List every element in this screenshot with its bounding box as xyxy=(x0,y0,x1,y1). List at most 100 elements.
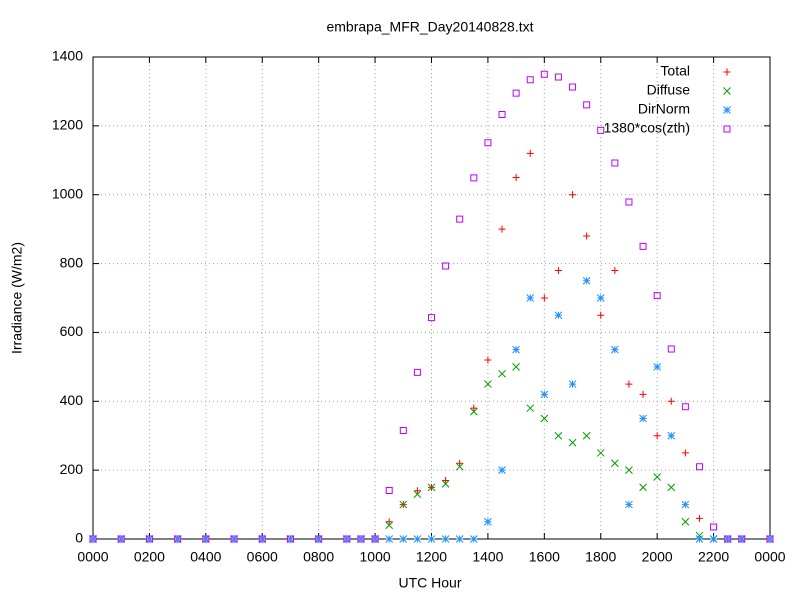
point xyxy=(569,83,577,91)
point xyxy=(498,110,506,118)
x-tick-label: 0000 xyxy=(754,549,785,565)
point xyxy=(441,480,450,488)
point xyxy=(512,345,520,354)
point xyxy=(469,407,478,416)
point xyxy=(554,431,563,440)
point xyxy=(230,535,238,543)
point xyxy=(173,535,182,543)
point xyxy=(639,483,647,492)
y-tick-label: 600 xyxy=(60,323,84,339)
point xyxy=(442,262,450,270)
point xyxy=(498,369,506,378)
point xyxy=(385,521,394,530)
point xyxy=(357,535,365,543)
x-tick-label: 1400 xyxy=(472,549,503,565)
point xyxy=(737,535,746,543)
point xyxy=(540,294,548,302)
point xyxy=(639,390,647,398)
point xyxy=(667,345,675,353)
y-tick-label: 800 xyxy=(60,254,84,270)
point xyxy=(441,535,450,543)
point xyxy=(399,500,408,509)
chart-title: embrapa_MFR_Day20140828.txt xyxy=(326,19,533,35)
point xyxy=(526,76,534,84)
point xyxy=(470,404,478,412)
point xyxy=(653,432,661,440)
point xyxy=(413,487,421,495)
point xyxy=(385,486,393,494)
x-tick-label: 2000 xyxy=(642,549,673,565)
point xyxy=(569,191,577,199)
point xyxy=(582,431,591,440)
point xyxy=(427,483,436,492)
point xyxy=(653,292,661,300)
point xyxy=(399,535,408,543)
point xyxy=(596,294,605,302)
x-tick-label: 0200 xyxy=(134,549,165,565)
point xyxy=(89,535,97,543)
point xyxy=(315,535,323,543)
point xyxy=(695,535,704,543)
point xyxy=(484,356,492,364)
point xyxy=(526,294,535,302)
legend-marker xyxy=(723,125,731,133)
point xyxy=(639,414,647,423)
point xyxy=(371,535,379,543)
point xyxy=(596,449,605,457)
point xyxy=(385,535,394,543)
point xyxy=(427,535,436,543)
point xyxy=(413,368,421,376)
point xyxy=(766,535,774,543)
point xyxy=(582,276,591,285)
point xyxy=(625,380,633,388)
legend-label: Total xyxy=(660,63,690,79)
point xyxy=(554,311,563,320)
point xyxy=(258,535,266,543)
legend-marker xyxy=(723,68,731,76)
point xyxy=(470,174,478,182)
x-tick-label: 1600 xyxy=(529,549,560,565)
point xyxy=(512,89,520,97)
point xyxy=(343,535,351,543)
point xyxy=(681,449,689,457)
point xyxy=(639,242,647,250)
x-tick-label: 0600 xyxy=(247,549,278,565)
x-tick-label: 1200 xyxy=(416,549,447,565)
point xyxy=(723,535,732,543)
point xyxy=(442,476,450,484)
point xyxy=(681,500,690,509)
point xyxy=(653,473,662,481)
point xyxy=(89,535,97,543)
point xyxy=(258,535,267,543)
x-tick-label: 0400 xyxy=(190,549,221,565)
y-axis-label: Irradiance (W/m2) xyxy=(9,242,25,354)
point xyxy=(117,535,125,543)
point xyxy=(145,535,153,543)
point xyxy=(455,535,464,543)
x-tick-label: 1800 xyxy=(585,549,616,565)
point xyxy=(526,404,535,413)
point xyxy=(625,466,633,474)
y-tick-label: 1400 xyxy=(52,48,83,64)
y-tick-label: 1200 xyxy=(52,117,83,133)
point xyxy=(554,73,562,81)
point xyxy=(385,518,393,526)
point xyxy=(611,459,619,468)
point xyxy=(371,535,379,543)
point xyxy=(498,466,506,474)
point xyxy=(484,380,492,388)
point xyxy=(456,215,464,223)
x-tick-label: 0800 xyxy=(303,549,334,565)
point xyxy=(399,427,407,435)
point xyxy=(597,311,605,319)
point xyxy=(625,198,633,206)
point xyxy=(540,390,549,399)
point xyxy=(710,523,718,531)
point xyxy=(597,126,605,134)
point xyxy=(667,483,676,492)
y-tick-label: 400 xyxy=(60,392,84,408)
point xyxy=(611,345,619,354)
point xyxy=(174,535,182,543)
point xyxy=(202,535,210,543)
